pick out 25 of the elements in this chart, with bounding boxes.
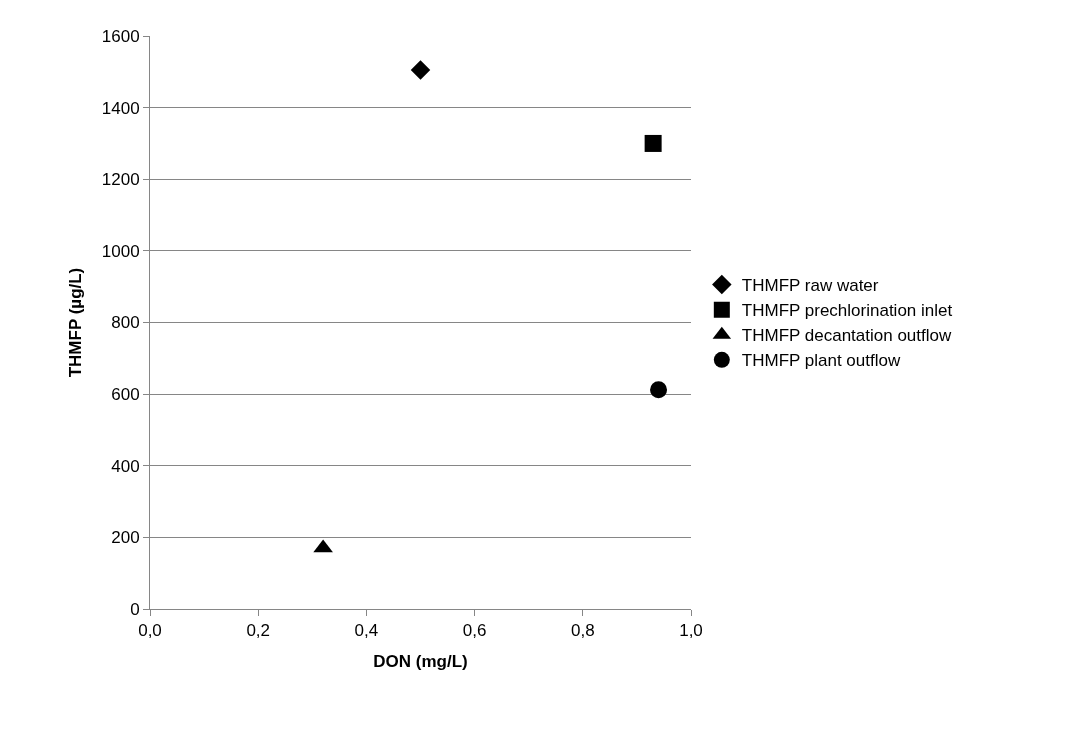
x-tick-label: 0,0 xyxy=(138,621,162,641)
x-tick-label: 0,2 xyxy=(246,621,271,641)
legend-label: THMFP plant outflow xyxy=(741,351,901,371)
y-tick-label: 1200 xyxy=(101,170,140,190)
y-tick-label: 600 xyxy=(111,385,140,405)
y-tick-label: 0 xyxy=(130,599,140,619)
y-tick-label: 800 xyxy=(111,313,140,333)
y-tick-label: 200 xyxy=(111,528,140,548)
x-tick-label: 0,4 xyxy=(354,621,379,641)
x-tick-label: 1,0 xyxy=(679,621,703,641)
point xyxy=(410,60,431,80)
point xyxy=(313,539,333,553)
y-tick-label: 1600 xyxy=(101,26,140,46)
legend-label: THMFP decantation outflow xyxy=(741,326,952,346)
x-tick-label: 0,6 xyxy=(462,621,487,641)
point xyxy=(644,134,662,152)
x-tick-label: 0,8 xyxy=(570,621,595,641)
y-tick-label: 400 xyxy=(111,456,140,476)
legend-label: THMFP raw water xyxy=(741,276,879,296)
legend-label: THMFP prechlorination inlet xyxy=(741,301,953,321)
x-axis-title: DON (mg/L) xyxy=(373,651,468,671)
y-tick-label: 1400 xyxy=(101,98,140,118)
point xyxy=(650,381,668,399)
y-tick-label: 1000 xyxy=(101,241,140,261)
y-axis-title: THMFP (µg/L) xyxy=(66,267,86,378)
